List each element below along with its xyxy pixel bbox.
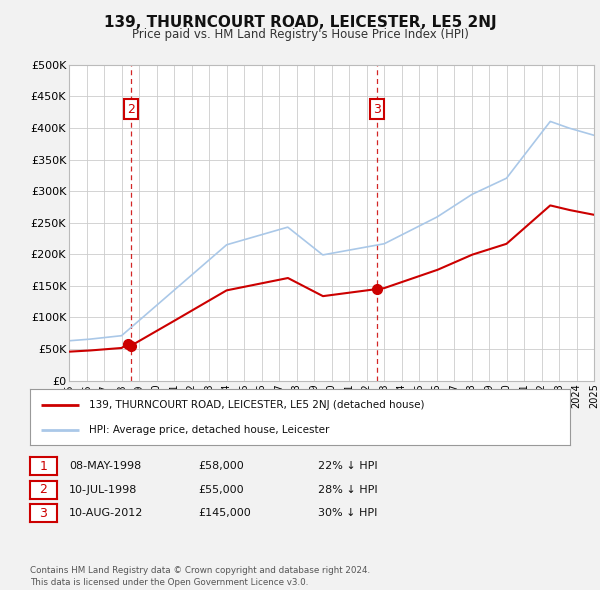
Text: £55,000: £55,000 [198,485,244,494]
Text: Contains HM Land Registry data © Crown copyright and database right 2024.
This d: Contains HM Land Registry data © Crown c… [30,566,370,587]
Text: £58,000: £58,000 [198,461,244,471]
Text: 3: 3 [373,103,381,116]
Text: £145,000: £145,000 [198,509,251,518]
Text: Price paid vs. HM Land Registry's House Price Index (HPI): Price paid vs. HM Land Registry's House … [131,28,469,41]
Text: 139, THURNCOURT ROAD, LEICESTER, LE5 2NJ: 139, THURNCOURT ROAD, LEICESTER, LE5 2NJ [104,15,496,30]
Text: 2: 2 [40,483,47,496]
Text: 08-MAY-1998: 08-MAY-1998 [69,461,141,471]
Text: 2: 2 [127,103,135,116]
Text: 30% ↓ HPI: 30% ↓ HPI [318,509,377,518]
Text: 1: 1 [40,460,47,473]
Text: 139, THURNCOURT ROAD, LEICESTER, LE5 2NJ (detached house): 139, THURNCOURT ROAD, LEICESTER, LE5 2NJ… [89,400,425,410]
Text: 10-AUG-2012: 10-AUG-2012 [69,509,143,518]
Text: 28% ↓ HPI: 28% ↓ HPI [318,485,377,494]
Text: 10-JUL-1998: 10-JUL-1998 [69,485,137,494]
Text: HPI: Average price, detached house, Leicester: HPI: Average price, detached house, Leic… [89,425,330,435]
Text: 22% ↓ HPI: 22% ↓ HPI [318,461,377,471]
Text: 3: 3 [40,507,47,520]
